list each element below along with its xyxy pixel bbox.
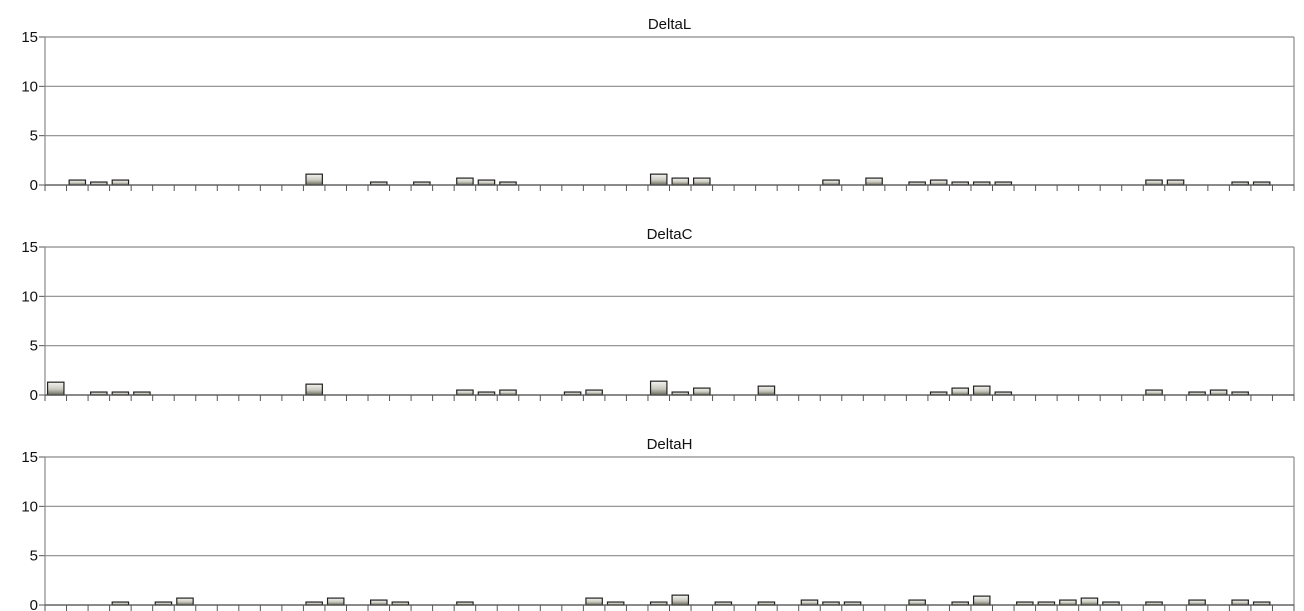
bar bbox=[111, 179, 130, 186]
bar bbox=[456, 177, 474, 186]
y-tick-label: 10 bbox=[21, 498, 38, 515]
bar bbox=[1080, 597, 1099, 606]
chart-deltac: DeltaC 0 5 10 15 bbox=[21, 226, 1295, 404]
y-tick-label: 5 bbox=[30, 338, 38, 355]
bar bbox=[972, 385, 991, 396]
y-tick-label: 10 bbox=[21, 78, 38, 95]
bar bbox=[46, 381, 65, 396]
bar bbox=[305, 173, 323, 186]
bar bbox=[68, 179, 87, 186]
y-tick-label: 0 bbox=[30, 387, 38, 404]
bar bbox=[1059, 599, 1077, 606]
bar bbox=[757, 385, 776, 396]
bar bbox=[1209, 389, 1228, 396]
bar bbox=[305, 383, 323, 396]
bar bbox=[585, 389, 603, 396]
bar bbox=[671, 177, 690, 186]
y-tick-label: 10 bbox=[21, 288, 38, 305]
bar bbox=[1231, 599, 1249, 606]
bar bbox=[370, 599, 388, 606]
bar bbox=[176, 597, 194, 606]
y-tick-label: 5 bbox=[30, 128, 38, 145]
bar bbox=[693, 387, 711, 396]
bar bbox=[951, 387, 969, 396]
bar bbox=[908, 599, 926, 606]
bar bbox=[800, 599, 819, 606]
bar bbox=[1145, 179, 1163, 186]
bar bbox=[1145, 389, 1163, 396]
bar bbox=[649, 380, 668, 396]
bar bbox=[456, 389, 474, 396]
bar bbox=[1188, 599, 1206, 606]
y-tick-label: 5 bbox=[30, 548, 38, 565]
bar bbox=[649, 173, 668, 186]
bar bbox=[929, 179, 948, 186]
y-tick-label: 15 bbox=[21, 29, 38, 46]
bar bbox=[865, 177, 883, 186]
bar bbox=[972, 595, 991, 606]
bar bbox=[1166, 179, 1185, 186]
bar bbox=[499, 389, 517, 396]
bar bbox=[477, 179, 496, 186]
bar bbox=[585, 597, 603, 606]
y-tick-label: 0 bbox=[30, 177, 38, 194]
y-tick-label: 0 bbox=[30, 597, 38, 611]
chart-title: DeltaC bbox=[647, 226, 693, 243]
bar bbox=[693, 177, 711, 186]
bar bbox=[671, 594, 690, 606]
chart-deltal: DeltaL 0 5 10 15 bbox=[21, 16, 1295, 194]
chart-title: DeltaL bbox=[648, 16, 691, 33]
chart-deltah: DeltaH 0 5 10 15 bbox=[21, 436, 1295, 611]
y-tick-label: 15 bbox=[21, 239, 38, 256]
chart-title: DeltaH bbox=[647, 436, 693, 453]
y-tick-label: 15 bbox=[21, 449, 38, 466]
bar bbox=[326, 597, 345, 606]
bar bbox=[822, 179, 840, 186]
